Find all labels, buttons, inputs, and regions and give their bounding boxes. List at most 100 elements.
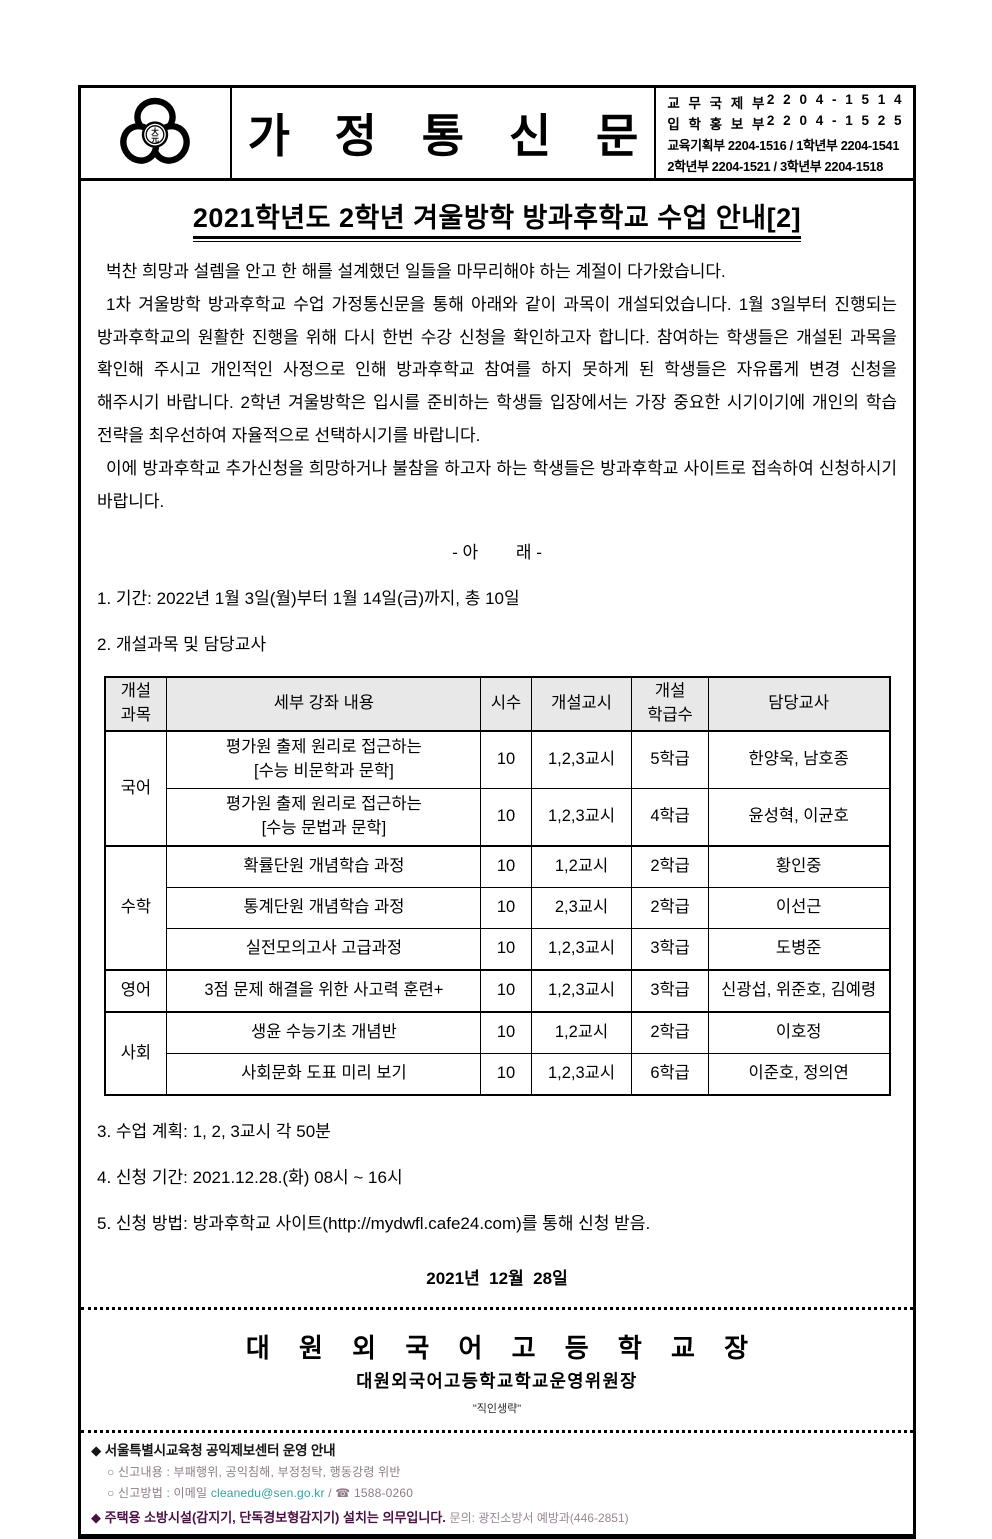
teachers-cell: 이선근 <box>707 887 891 930</box>
contact-dept-1: 교 무 국 제 부 <box>667 95 767 111</box>
notice-item-5: 5. 신청 방법: 방과후학교 사이트(http://mydwfl.cafe24… <box>97 1214 651 1234</box>
contact-line-2: 입 학 홍 보 부 2 2 0 4 - 1 5 2 5 <box>667 113 904 133</box>
periods-cell: 1,2,3교시 <box>530 928 633 971</box>
contact-phone-1: 2 2 0 4 - 1 5 1 4 <box>766 91 904 107</box>
svg-text:元: 元 <box>151 134 159 143</box>
teachers-cell: 신광섭, 위준호, 김예령 <box>707 969 891 1013</box>
contact-dept-2: 입 학 홍 보 부 <box>667 116 767 132</box>
school-emblem-icon: 大 元 <box>120 97 191 164</box>
contact-line-3: 교육기획부 2204-1516 / 1학년부 2204-1541 <box>667 137 900 153</box>
hours-cell: 10 <box>480 1011 532 1055</box>
body-text: 벅찬 희망과 설렘을 안고 한 해를 설계했던 일들을 마무리해야 하는 계절이… <box>81 252 913 518</box>
table-header-row: 개설 과목 세부 강좌 내용 시수 개설교시 개설 학급수 담당교사 <box>103 676 891 733</box>
contact-line-1: 교 무 국 제 부 2 2 0 4 - 1 5 1 4 <box>667 92 904 112</box>
footer-fire-notice-contact: 문의: 광진소방서 예방과(446-2851) <box>449 1511 629 1526</box>
notice-item-3: 3. 수업 계획: 1, 2, 3교시 각 50분 <box>97 1122 331 1142</box>
svg-text:大: 大 <box>151 126 159 136</box>
periods-cell: 1,2,3교시 <box>530 788 633 847</box>
subject-cell: 수학 <box>103 845 168 971</box>
content-cell: 생윤 수능기초 개념반 <box>166 1011 482 1055</box>
notice-item-1: 1. 기간: 2022년 1월 3일(월)부터 1월 14일(금)까지, 총 1… <box>97 589 520 609</box>
contact-phone-2: 2 2 0 4 - 1 5 2 5 <box>766 112 904 128</box>
teachers-cell: 도병준 <box>707 928 891 971</box>
subject-cell: 국어 <box>103 730 168 847</box>
page-title: 2021학년도 2학년 겨울방학 방과후학교 수업 안내[2] <box>192 196 802 239</box>
contact-line-4: 2학년부 2204-1521 / 3학년부 2204-1518 <box>667 158 884 174</box>
content-cell: 평가원 출제 원리로 접근하는 [수능 비문학과 문학] <box>166 730 482 790</box>
title-section: 2021학년도 2학년 겨울방학 방과후학교 수업 안내[2] <box>81 196 913 242</box>
below-divider-label: - 아 래 - <box>452 543 542 563</box>
periods-cell: 1,2,3교시 <box>530 1053 633 1096</box>
periods-cell: 1,2교시 <box>530 845 633 889</box>
teachers-cell: 이준호, 정의연 <box>707 1053 891 1096</box>
newsletter-page: 大 元 가 정 통 신 문 교 무 국 제 부 2 2 0 4 - 1 5 1 … <box>78 85 916 1539</box>
periods-cell: 1,2,3교시 <box>530 969 633 1013</box>
column-header-teachers: 담당교사 <box>707 676 891 733</box>
column-header-content: 세부 강좌 내용 <box>166 676 482 733</box>
classes-cell: 2학급 <box>631 845 709 889</box>
table-row: 영어 3점 문제 해결을 위한 사고력 훈련+ 10 1,2,3교시 3학급 신… <box>103 969 891 1013</box>
table-row: 수학 확률단원 개념학습 과정 10 1,2교시 2학급 황인중 <box>103 845 891 971</box>
column-header-classes: 개설 학급수 <box>631 676 709 733</box>
table-row: 통계단원 개념학습 과정 10 2,3교시 2학급 이선근 <box>105 887 891 930</box>
subject-cell: 영어 <box>103 969 168 1013</box>
body-paragraph-2: 1차 겨울방학 방과후학교 수업 가정통신문을 통해 아래와 같이 과목이 개설… <box>97 294 897 445</box>
document-frame: 大 元 가 정 통 신 문 교 무 국 제 부 2 2 0 4 - 1 5 1 … <box>78 85 916 1539</box>
classes-cell: 6학급 <box>631 1053 709 1096</box>
contact-info: 교 무 국 제 부 2 2 0 4 - 1 5 1 4 입 학 홍 보 부 2 … <box>656 88 913 178</box>
periods-cell: 1,2,3교시 <box>530 730 633 790</box>
column-header-subject: 개설 과목 <box>103 676 168 733</box>
column-header-periods: 개설교시 <box>530 676 633 733</box>
footer-report-method-prefix: ○ 신고방법 : 이메일 <box>107 1486 211 1501</box>
hours-cell: 10 <box>480 845 532 889</box>
footer-report-method-suffix: / ☎ 1588-0260 <box>324 1486 414 1501</box>
page-title-underline: 2021학년도 2학년 겨울방학 방과후학교 수업 안내[2] <box>192 196 802 242</box>
footer-fire-notice: ◆ 주택용 소방시설(감지기, 단독경보형감지기) 설치는 의무입니다. 문의:… <box>91 1507 903 1526</box>
hours-cell: 10 <box>480 887 532 930</box>
classes-cell: 2학급 <box>631 1011 709 1055</box>
document-header: 大 元 가 정 통 신 문 교 무 국 제 부 2 2 0 4 - 1 5 1 … <box>81 88 913 181</box>
body-paragraph-1: 벅찬 희망과 설렘을 안고 한 해를 설계했던 일들을 마무리해야 하는 계절이… <box>106 262 726 281</box>
content-cell: 통계단원 개념학습 과정 <box>166 887 482 930</box>
signature-block: 대 원 외 국 어 고 등 학 교 장 대원외국어고등학교학교운영위원장 "직인… <box>81 1310 913 1422</box>
footer-report-method: ○ 신고방법 : 이메일 cleanedu@sen.go.kr / ☎ 1588… <box>107 1484 903 1501</box>
notice-item-2: 2. 개설과목 및 담당교사 <box>97 635 267 655</box>
notice-item-4: 4. 신청 기간: 2021.12.28.(화) 08시 ~ 16시 <box>97 1168 403 1188</box>
classes-cell: 4학급 <box>631 788 709 847</box>
hours-cell: 10 <box>480 788 532 847</box>
table-row: 평가원 출제 원리로 접근하는 [수능 문법과 문학] 10 1,2,3교시 4… <box>105 788 891 847</box>
teachers-cell: 황인중 <box>707 845 891 889</box>
hours-cell: 10 <box>480 730 532 790</box>
footer-notice-strip: ◆ 서울특별시교육청 공익제보센터 운영 안내 ○ 신고내용 : 부패행위, 공… <box>81 1430 913 1534</box>
subject-cell: 사회 <box>103 1011 168 1096</box>
classes-cell: 3학급 <box>631 928 709 971</box>
periods-cell: 2,3교시 <box>530 887 633 930</box>
footer-report-center-title: ◆ 서울특별시교육청 공익제보센터 운영 안내 <box>91 1443 336 1459</box>
classes-cell: 2학급 <box>631 887 709 930</box>
body-paragraph-3: 이에 방과후학교 추가신청을 희망하거나 불참을 하고자 하는 학생들은 방과후… <box>97 458 897 511</box>
issue-date: 2021년 12월 28일 <box>426 1269 568 1289</box>
hours-cell: 10 <box>480 1053 532 1096</box>
table-row: 국어 평가원 출제 원리로 접근하는 [수능 비문학과 문학] 10 1,2,3… <box>103 730 891 847</box>
footer-report-content: ○ 신고내용 : 부패행위, 공익침해, 부정청탁, 행동강령 위반 <box>107 1465 401 1480</box>
committee-signature: 대원외국어고등학교학교운영위원장 <box>356 1371 638 1392</box>
column-header-hours: 시수 <box>480 676 532 733</box>
content-cell: 사회문화 도표 미리 보기 <box>166 1053 482 1096</box>
content-cell: 평가원 출제 원리로 접근하는 [수능 문법과 문학] <box>166 788 482 847</box>
principal-signature: 대 원 외 국 어 고 등 학 교 장 <box>245 1333 760 1364</box>
content-cell: 확률단원 개념학습 과정 <box>166 845 482 889</box>
periods-cell: 1,2교시 <box>530 1011 633 1055</box>
content-cell: 실전모의고사 고급과정 <box>166 928 482 971</box>
teachers-cell: 이호정 <box>707 1011 891 1055</box>
teachers-cell: 한양욱, 남호종 <box>707 730 891 790</box>
footer-email-text: cleanedu@sen.go.kr <box>210 1486 325 1501</box>
table-row: 사회문화 도표 미리 보기 10 1,2,3교시 6학급 이준호, 정의연 <box>105 1053 891 1096</box>
teachers-cell: 윤성혁, 이균호 <box>707 788 891 847</box>
table-row: 사회 생윤 수능기초 개념반 10 1,2교시 2학급 이호정 <box>103 1011 891 1096</box>
classes-cell: 3학급 <box>631 969 709 1013</box>
dotted-divider <box>81 1307 913 1311</box>
hours-cell: 10 <box>480 969 532 1013</box>
table-row: 실전모의고사 고급과정 10 1,2,3교시 3학급 도병준 <box>105 928 891 971</box>
logo-cell: 大 元 <box>81 88 230 178</box>
footer-fire-notice-bold: ◆ 주택용 소방시설(감지기, 단독경보형감지기) 설치는 의무입니다. <box>91 1510 446 1526</box>
